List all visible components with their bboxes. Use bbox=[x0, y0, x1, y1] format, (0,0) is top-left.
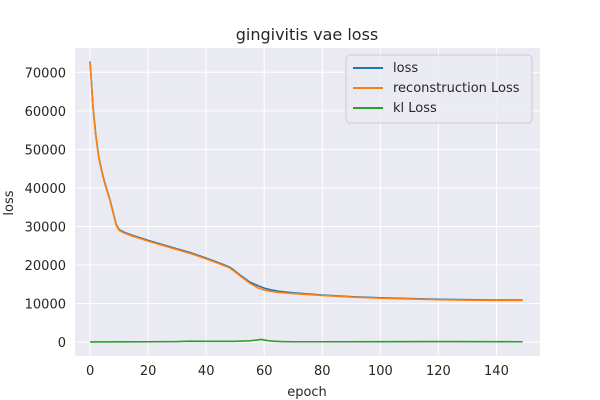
x-tick-label: 20 bbox=[140, 364, 157, 379]
y-tick-label: 50000 bbox=[25, 143, 66, 158]
x-tick-label: 100 bbox=[368, 364, 393, 379]
y-tick-label: 20000 bbox=[25, 259, 66, 274]
legend-label-reconstruction-loss: reconstruction Loss bbox=[393, 81, 520, 96]
legend-label-loss: loss bbox=[393, 61, 418, 76]
y-tick-label: 10000 bbox=[25, 298, 66, 313]
x-tick-label: 120 bbox=[426, 364, 451, 379]
y-tick-label: 40000 bbox=[25, 182, 66, 197]
legend: loss reconstruction Loss kl Loss bbox=[345, 54, 533, 124]
x-tick-label: 40 bbox=[198, 364, 215, 379]
legend-label-kl-loss: kl Loss bbox=[393, 101, 437, 116]
y-tick-label: 60000 bbox=[25, 105, 66, 120]
y-tick-label: 30000 bbox=[25, 220, 66, 235]
x-tick-label: 140 bbox=[484, 364, 509, 379]
y-ticks: 0 10000 20000 30000 40000 50000 60000 70000 bbox=[25, 66, 66, 351]
series-line-reconstruction-loss bbox=[89, 62, 523, 302]
y-tick-label: 0 bbox=[58, 336, 66, 351]
x-tick-label: 0 bbox=[86, 364, 94, 379]
series-line-kl-loss bbox=[90, 338, 523, 343]
x-tick-label: 80 bbox=[314, 364, 331, 379]
legend-item-loss: loss bbox=[353, 61, 418, 76]
y-axis-label: loss bbox=[2, 190, 17, 215]
legend-item-reconstruction-loss: reconstruction Loss bbox=[353, 81, 520, 96]
y-tick-label: 70000 bbox=[25, 66, 66, 81]
chart-title: gingivitis vae loss bbox=[236, 25, 379, 44]
x-ticks: 0 20 40 60 80 100 120 140 bbox=[86, 364, 509, 379]
x-axis-label: epoch bbox=[287, 385, 327, 400]
x-tick-label: 60 bbox=[256, 364, 273, 379]
legend-box bbox=[345, 54, 533, 124]
series-layer bbox=[89, 61, 523, 343]
legend-item-kl-loss: kl Loss bbox=[353, 101, 437, 116]
